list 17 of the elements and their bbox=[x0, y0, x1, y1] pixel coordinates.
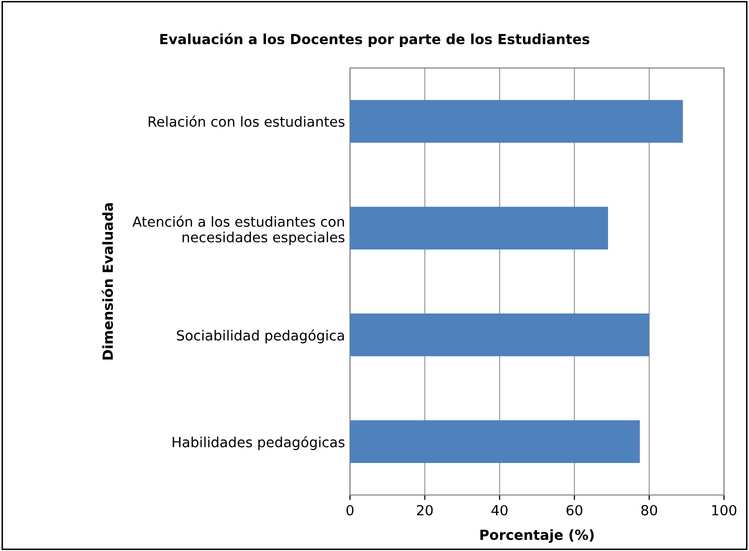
bar bbox=[350, 420, 640, 463]
y-axis-title: Dimensión Evaluada bbox=[102, 203, 113, 360]
x-tick-label: 60 bbox=[566, 504, 582, 516]
chart-title: Evaluación a los Docentes por parte de los Estudiantes bbox=[160, 33, 590, 47]
x-tick-label: 0 bbox=[346, 504, 354, 516]
x-axis-title: Porcentaje (%) bbox=[480, 529, 594, 543]
x-tick-label: 40 bbox=[491, 504, 508, 516]
y-tick-label: Atención a los estudiantes con necesidades especiales bbox=[132, 216, 344, 246]
y-tick-label: Habilidades pedagógicas bbox=[172, 436, 344, 450]
x-tick-label: 80 bbox=[641, 504, 658, 516]
y-tick-label: Sociabilidad pedagógica bbox=[176, 329, 344, 344]
bar bbox=[350, 100, 683, 143]
x-tick-label: 100 bbox=[712, 504, 736, 516]
y-tick-label: Relación con los estudiantes bbox=[148, 116, 344, 127]
bar bbox=[350, 314, 650, 356]
x-tick-label: 20 bbox=[416, 504, 433, 516]
bar bbox=[350, 206, 608, 250]
